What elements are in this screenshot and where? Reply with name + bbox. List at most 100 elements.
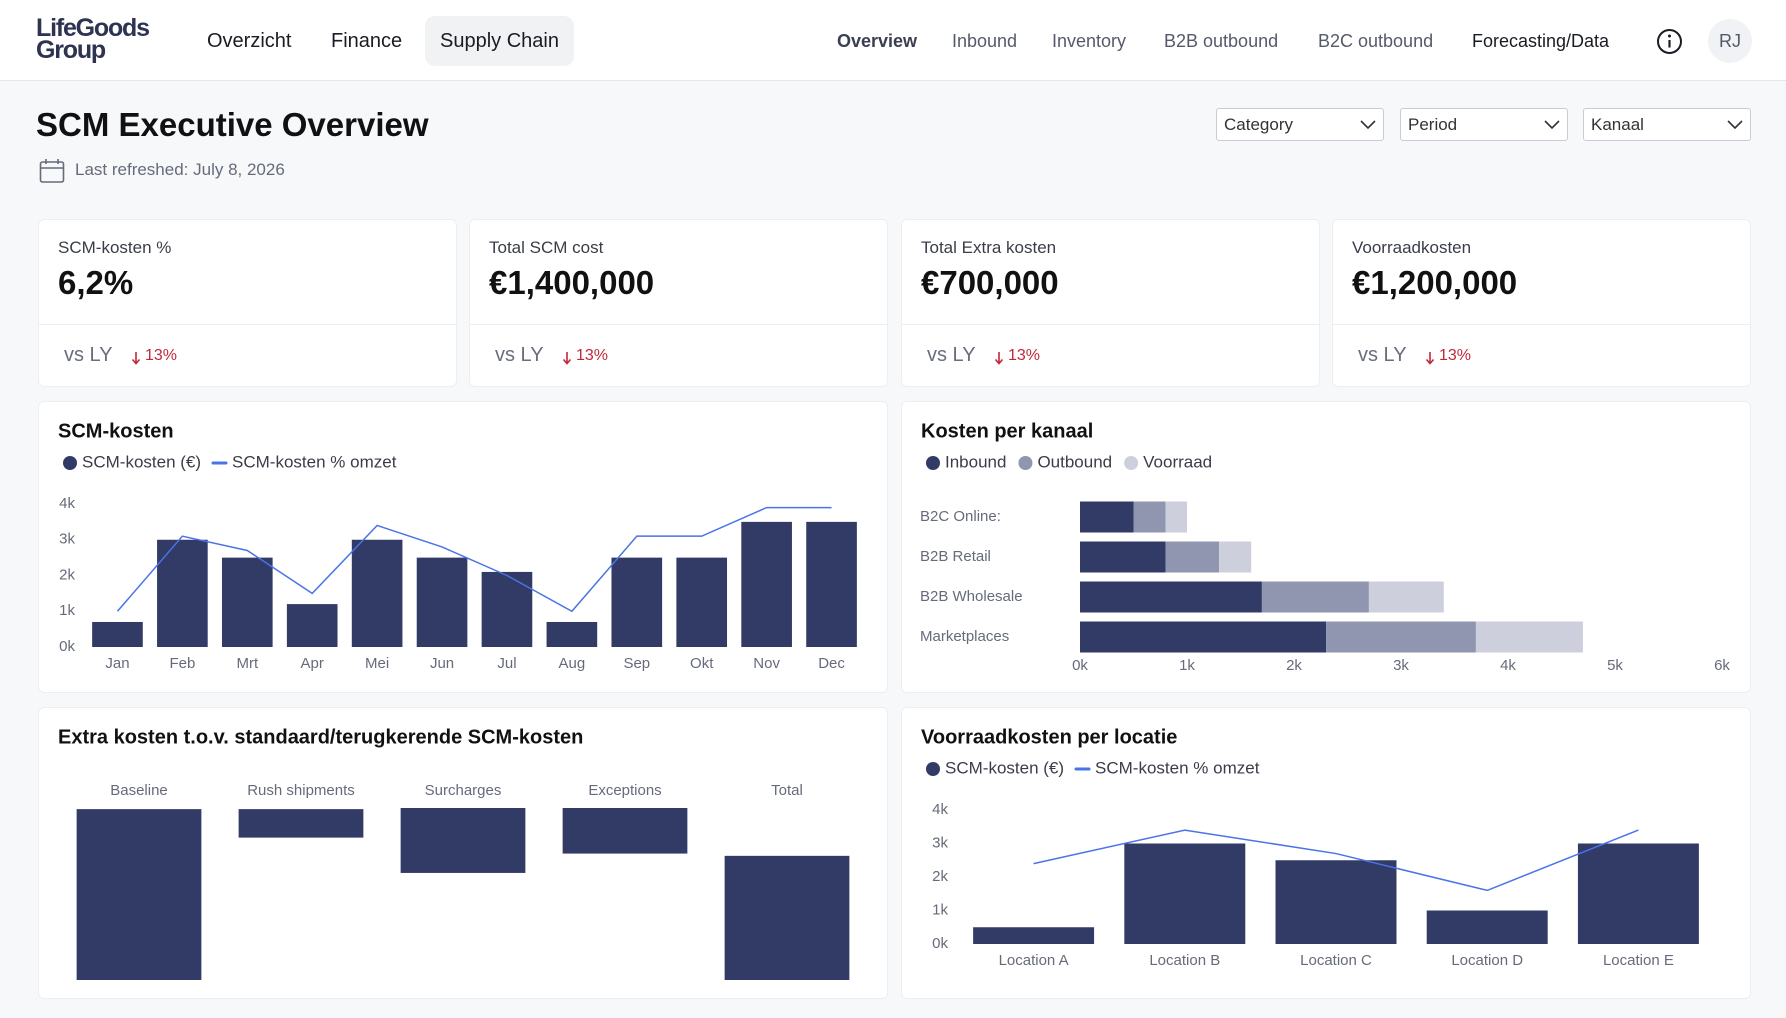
nav-tab[interactable]: Finance [331, 30, 403, 52]
last-refreshed: Last refreshed: July 8, 2026 [75, 160, 285, 179]
page-title: SCM Executive Overview [36, 106, 429, 143]
chart-card: Extra kosten t.o.v. standaard/terugkeren… [38, 707, 888, 999]
waterfall-bar [724, 855, 850, 980]
logo-line[interactable]: Group [36, 36, 106, 64]
down-arrow [1425, 352, 1435, 365]
kpi-compare: vs LY [64, 344, 113, 366]
nav-tab[interactable]: Supply Chain [425, 16, 574, 66]
filter-dropdown[interactable]: Period [1400, 108, 1568, 141]
x-tick-label: Sep [623, 655, 650, 672]
kpi-label: Total Extra kosten [921, 238, 1057, 257]
sub-nav-tab[interactable]: Inbound [952, 31, 1018, 51]
arrow [131, 352, 141, 365]
filter-label: Category [1224, 115, 1293, 134]
arrow [994, 352, 1004, 365]
bar [221, 557, 273, 647]
chart: SCM-kosten SCM-kosten (€) SCM-kosten % omz… [58, 420, 857, 672]
filter-dropdown[interactable]: Category [1216, 108, 1384, 141]
chart-title: SCM-kosten [58, 420, 174, 442]
sub-nav-tab[interactable]: B2B outbound [1164, 31, 1279, 51]
filter-dropdown[interactable]: Kanaal [1583, 108, 1751, 141]
line-series [1033, 829, 1639, 892]
kpi-card: Voorraadkosten €1,200,000 vs LY 13% [1332, 219, 1751, 387]
arrow [1425, 352, 1435, 365]
x-tick-label: 3k [1393, 657, 1409, 674]
kpi-label: Total SCM cost [489, 238, 604, 257]
bar [1577, 843, 1699, 944]
kpi-change: 13% [145, 347, 178, 364]
x-tick-label: 4k [1500, 657, 1516, 674]
x-tick-label: Aug [559, 655, 586, 672]
kpi-divider [1333, 324, 1750, 325]
bar [973, 927, 1095, 944]
kpi-compare: vs LY [1358, 344, 1407, 366]
arrow [562, 352, 572, 365]
sub-nav-tab[interactable]: Inventory [1052, 31, 1127, 51]
sub-nav-tab[interactable]: B2C outbound [1318, 31, 1434, 51]
chart-title: Voorraadkosten per locatie [921, 726, 1177, 748]
kpi-value: €1,400,000 [489, 264, 655, 301]
filter-label: Kanaal [1591, 115, 1644, 134]
bar [806, 521, 857, 647]
legend-label: Voorraad [1143, 452, 1212, 471]
category-label: Exceptions [588, 782, 661, 799]
kpi-value: 6,2% [58, 264, 134, 301]
legend-marker [926, 456, 940, 470]
bar-segment [1261, 581, 1369, 613]
x-tick-label: 0k [1072, 657, 1088, 674]
legend-label: Inbound [945, 452, 1006, 471]
bar [351, 539, 403, 647]
down-arrow [562, 352, 572, 365]
avatar[interactable]: RJ [1708, 19, 1752, 63]
y-tick-label: 0k [932, 935, 948, 952]
kpi-divider [39, 324, 456, 325]
legend-label: Outbound [1037, 452, 1112, 471]
chart: Voorraadkosten per locatie SCM-kosten (€)… [921, 726, 1699, 969]
x-tick-label: Feb [169, 655, 195, 672]
chart-card: Voorraadkosten per locatie SCM-kosten (€)… [901, 707, 1751, 999]
bar [1124, 843, 1246, 944]
bar [92, 621, 143, 647]
bar-segment [1080, 541, 1166, 573]
bar [157, 539, 208, 647]
bar-segment [1080, 501, 1134, 533]
line-series [116, 506, 832, 613]
legend-label: SCM-kosten % omzet [232, 452, 397, 471]
x-tick-label: 6k [1714, 657, 1730, 674]
sub-nav-tab[interactable]: Forecasting/Data [1472, 31, 1610, 51]
bar [741, 521, 792, 647]
down-arrow [131, 352, 141, 365]
logo-line[interactable]: LifeGoods [36, 14, 150, 42]
chevron-icon [1727, 120, 1743, 130]
chart: Kosten per kanaal Inbound Outbound Voorraad… [920, 420, 1730, 674]
x-tick-label: Mei [365, 655, 389, 672]
bar [1275, 860, 1397, 944]
bar [676, 557, 728, 647]
x-tick-label: Location C [1300, 952, 1372, 969]
category-label: Total [771, 782, 803, 799]
y-tick-label: 1k [59, 602, 75, 619]
sub-nav-tab[interactable]: Overview [837, 31, 918, 51]
calendar-icon [39, 159, 65, 183]
nav-tab[interactable]: Overzicht [207, 30, 292, 52]
chevron [1544, 120, 1560, 130]
x-tick-label: 5k [1607, 657, 1623, 674]
x-tick-label: Okt [690, 655, 714, 672]
kpi-change: 13% [576, 347, 609, 364]
waterfall-bar [76, 809, 202, 980]
kpi-compare: vs LY [495, 344, 544, 366]
info-icon[interactable] [1656, 28, 1683, 55]
kpi-value: €700,000 [921, 264, 1059, 301]
category-label: B2C Online: [920, 508, 1001, 525]
x-tick-label: Mrt [236, 655, 258, 672]
bar [416, 557, 468, 647]
chevron [1727, 120, 1743, 130]
y-tick-label: 4k [932, 801, 948, 818]
filter-label: Period [1408, 115, 1458, 134]
kpi-label: Voorraadkosten [1352, 238, 1472, 257]
kpi-divider [470, 324, 887, 325]
waterfall-bar [562, 808, 688, 854]
bar-segment [1080, 581, 1262, 613]
x-tick-label: Jun [430, 655, 454, 672]
